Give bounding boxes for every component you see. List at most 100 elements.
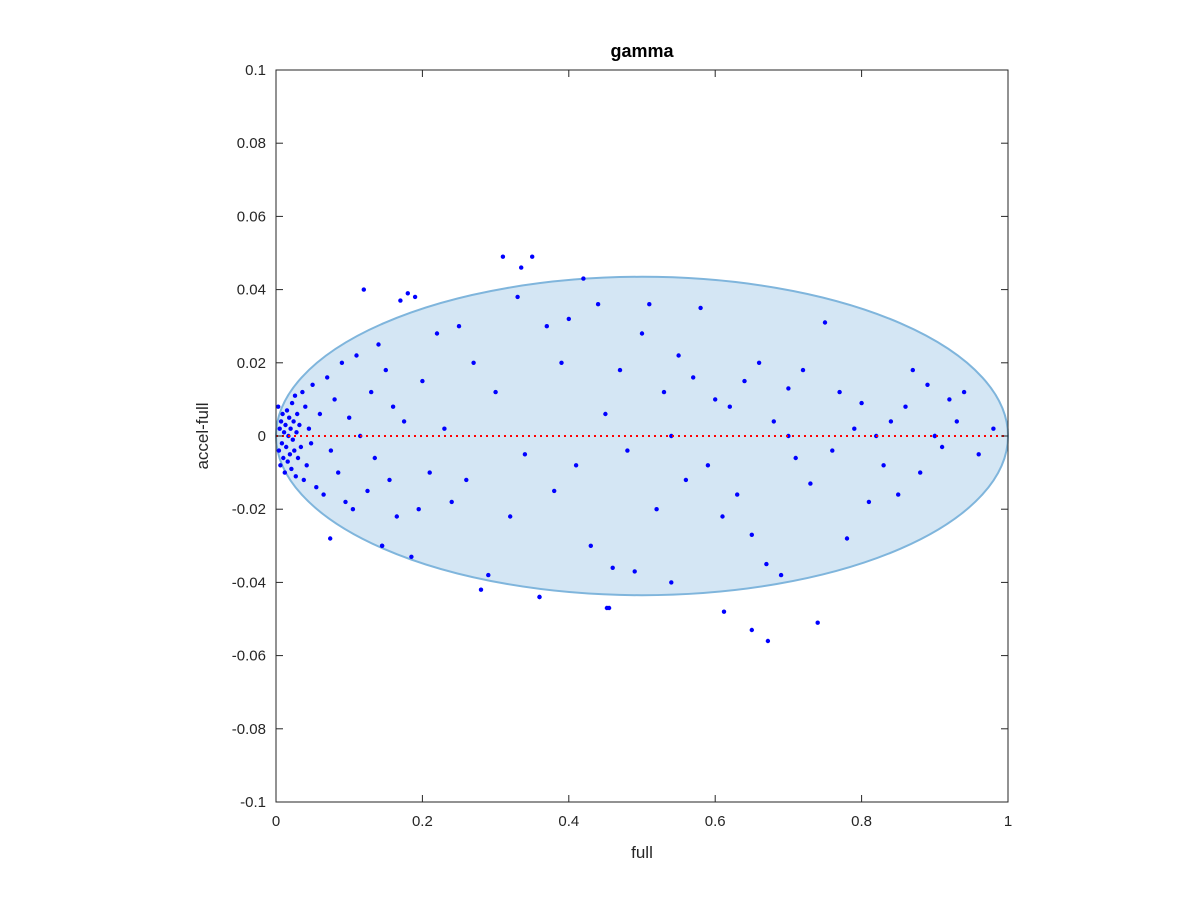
data-point — [925, 382, 930, 387]
data-point — [306, 426, 312, 431]
data-point — [365, 488, 370, 494]
data-point — [405, 291, 410, 296]
data-point — [287, 415, 292, 420]
data-point — [552, 488, 557, 494]
data-point — [610, 565, 615, 570]
data-point — [859, 400, 864, 406]
data-point — [544, 324, 549, 329]
data-point — [493, 389, 498, 395]
y-tick-label: 0.06 — [237, 208, 266, 225]
data-point — [434, 331, 440, 336]
chart-title: gamma — [610, 41, 674, 61]
x-tick-label: 0.4 — [558, 813, 579, 830]
data-point — [691, 375, 696, 380]
data-point — [617, 367, 623, 373]
data-point — [756, 360, 762, 365]
data-point — [654, 507, 659, 512]
data-point — [412, 294, 418, 300]
data-point — [304, 463, 309, 468]
data-point — [822, 320, 828, 325]
data-point — [427, 470, 432, 475]
y-tick-label: -0.04 — [232, 574, 266, 591]
data-point — [522, 452, 528, 457]
data-point — [808, 481, 813, 486]
data-point — [735, 492, 740, 497]
data-point — [910, 367, 915, 373]
data-point — [361, 287, 366, 292]
data-point — [281, 430, 287, 435]
data-point — [705, 463, 711, 468]
data-point — [713, 397, 718, 402]
data-point — [647, 302, 652, 307]
data-point — [778, 572, 784, 578]
data-point — [932, 433, 937, 439]
data-point — [314, 485, 319, 490]
data-point — [530, 254, 535, 259]
data-point — [284, 408, 290, 413]
data-point — [291, 419, 296, 424]
data-point — [991, 426, 996, 431]
y-tick-label: 0.04 — [237, 282, 266, 299]
data-point — [379, 543, 385, 548]
data-point — [387, 477, 392, 483]
data-point — [478, 587, 484, 592]
data-point — [764, 561, 769, 567]
data-point — [277, 426, 282, 431]
data-point — [961, 389, 967, 395]
data-point — [625, 448, 630, 453]
data-point — [830, 448, 835, 453]
data-point — [383, 367, 388, 373]
data-point — [604, 605, 610, 611]
data-point — [749, 627, 754, 633]
data-point — [398, 298, 403, 303]
data-point — [372, 455, 377, 461]
data-point — [939, 444, 945, 450]
data-point — [976, 452, 981, 457]
data-point — [376, 342, 381, 347]
data-point — [276, 404, 281, 409]
data-point — [301, 477, 306, 483]
data-point — [954, 419, 959, 424]
data-point — [295, 455, 301, 461]
data-point — [328, 448, 334, 453]
y-tick-label: 0.08 — [237, 135, 266, 152]
x-tick-label: 0 — [272, 813, 280, 830]
data-point — [669, 433, 674, 439]
data-point — [786, 386, 791, 391]
data-point — [409, 554, 414, 559]
data-point — [280, 411, 285, 417]
data-point — [317, 411, 323, 417]
data-point — [486, 572, 491, 578]
data-point — [293, 474, 298, 479]
data-point — [918, 470, 923, 475]
y-tick-label: -0.08 — [232, 721, 266, 738]
data-point — [350, 507, 356, 512]
data-point — [336, 470, 341, 475]
y-tick-label: -0.02 — [232, 501, 266, 518]
data-point — [581, 276, 586, 281]
data-point — [765, 638, 771, 644]
data-point — [285, 459, 290, 464]
data-point — [661, 389, 667, 395]
data-point — [284, 444, 289, 450]
data-point — [308, 441, 314, 446]
x-axis-label: full — [631, 843, 653, 862]
data-point — [749, 532, 754, 537]
data-point — [303, 404, 308, 409]
data-point — [800, 367, 806, 373]
data-point — [500, 254, 506, 259]
data-point — [282, 470, 287, 475]
data-point — [276, 448, 282, 453]
data-point — [815, 620, 820, 625]
data-point — [283, 422, 288, 428]
data-point — [632, 569, 637, 574]
data-point — [903, 404, 908, 409]
data-point — [339, 360, 345, 365]
data-point — [669, 580, 674, 585]
data-point — [742, 378, 747, 384]
data-point — [844, 536, 850, 541]
data-point — [837, 389, 842, 395]
data-point — [287, 452, 293, 457]
data-point — [298, 444, 304, 450]
